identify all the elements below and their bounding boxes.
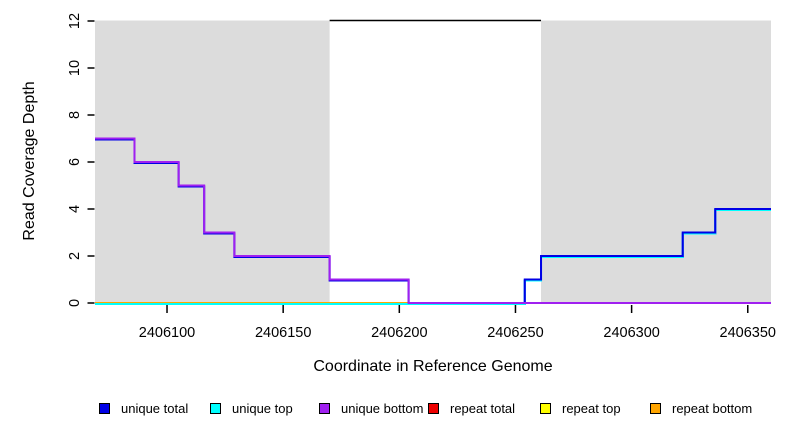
x-tick-label: 2406350: [720, 325, 776, 341]
x-tick-label: 2406250: [487, 325, 543, 341]
x-axis-title: Coordinate in Reference Genome: [313, 358, 553, 375]
x-tick-label: 2406100: [139, 325, 195, 341]
series-line-unique-total-overdraw: [408, 208, 771, 304]
legend-label-repeat-bottom: repeat bottom: [672, 401, 753, 416]
legend-swatch-repeat-bottom: [650, 403, 661, 414]
y-tick-label: 10: [67, 60, 83, 76]
legend-swatch-unique-bottom: [319, 403, 330, 414]
legend-label-unique-total: unique total: [121, 401, 189, 416]
x-tick-label: 2406200: [371, 325, 427, 341]
y-tick-label: 12: [67, 13, 83, 29]
legend-label-unique-top: unique top: [232, 401, 293, 416]
x-tick-label: 2406300: [603, 325, 659, 341]
y-tick-label: 0: [67, 299, 83, 307]
legend-label-repeat-total: repeat total: [450, 401, 516, 416]
legend-item-repeat-bottom: repeat bottom: [650, 401, 752, 416]
y-tick-label: 2: [67, 252, 83, 260]
legend-item-repeat-total: repeat total: [428, 401, 515, 416]
legend-item-unique-bottom: unique bottom: [319, 401, 423, 416]
y-tick-label: 8: [67, 111, 83, 119]
legend-item-unique-total: unique total: [99, 401, 188, 416]
shaded-region: [95, 20, 330, 303]
legend-swatch-repeat-top: [540, 403, 551, 414]
legend-swatch-repeat-total: [428, 403, 439, 414]
y-tick-label: 6: [67, 158, 83, 166]
legend-swatch-unique-total: [99, 403, 110, 414]
legend-label-repeat-top: repeat top: [562, 401, 621, 416]
legend-item-repeat-top: repeat top: [540, 401, 621, 416]
legend-item-unique-top: unique top: [210, 401, 293, 416]
legend-swatch-unique-top: [210, 403, 221, 414]
x-tick-label: 2406150: [255, 325, 311, 341]
shaded-region: [541, 20, 771, 303]
y-axis-title: Read Coverage Depth: [21, 81, 38, 241]
y-tick-label: 4: [67, 205, 83, 213]
legend-label-unique-bottom: unique bottom: [341, 401, 424, 416]
series-line-unique-bottom: [95, 137, 771, 304]
